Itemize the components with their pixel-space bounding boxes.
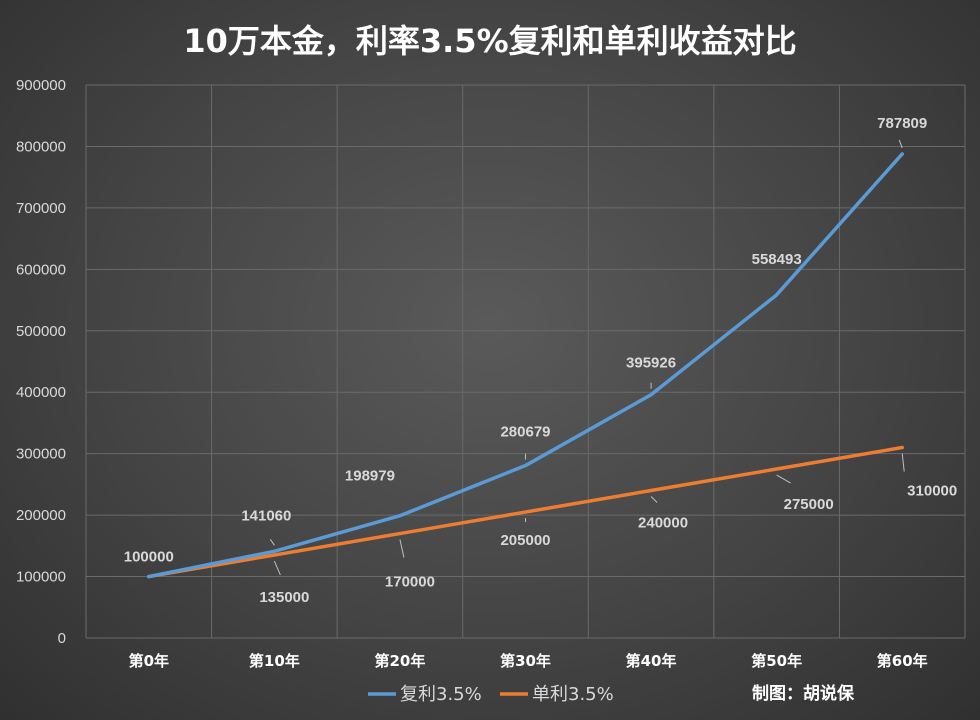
data-label: 135000 [259, 589, 309, 606]
y-tick-label: 400000 [16, 384, 66, 401]
x-tick-label: 第60年 [877, 652, 928, 670]
data-label: 395926 [626, 355, 676, 372]
y-axis-ticks: 0 100000 200000 300000 400000 500000 600000 700… [16, 77, 66, 647]
data-label: 205000 [500, 532, 550, 549]
y-tick-label: 600000 [16, 261, 66, 278]
data-label: 141060 [241, 507, 291, 524]
credit-text: 制图：胡说保 [752, 683, 855, 704]
series-line-1 [147, 445, 904, 579]
x-tick-label: 第0年 [129, 652, 169, 670]
x-tick-label: 第30年 [500, 652, 551, 670]
x-tick-label: 第40年 [626, 652, 677, 670]
y-tick-label: 900000 [16, 77, 66, 94]
data-label: 100000 [124, 549, 174, 566]
x-tick-label: 第10年 [249, 652, 300, 670]
legend-label: 单利3.5% [532, 684, 614, 705]
data-label: 310000 [907, 483, 957, 500]
label-leader-line [898, 139, 903, 149]
data-label: 787809 [877, 115, 927, 132]
data-label: 275000 [784, 496, 834, 513]
y-tick-label: 200000 [16, 507, 66, 524]
x-tick-label: 第20年 [374, 652, 425, 670]
label-leader-line [399, 539, 405, 558]
y-tick-label: 700000 [16, 200, 66, 217]
data-labels: 100000 141060 198979 280679 395926 558493 7878… [124, 115, 957, 606]
data-label: 240000 [638, 515, 688, 532]
series-line-0 [147, 152, 904, 579]
label-leader-line [273, 560, 281, 576]
grid-lines [85, 84, 966, 639]
y-tick-label: 800000 [16, 138, 66, 155]
data-label: 198979 [345, 468, 395, 485]
chart-title: 10万本金，利率3.5%复利和单利收益对比 [183, 22, 796, 60]
y-tick-label: 0 [58, 630, 66, 647]
y-tick-label: 500000 [16, 323, 66, 340]
data-label: 170000 [385, 574, 435, 591]
legend: 复利3.5% 单利3.5% [368, 684, 614, 705]
x-axis-ticks: 第0年 第10年 第20年 第30年 第40年 第50年 第60年 [129, 652, 928, 670]
data-label: 558493 [752, 251, 802, 268]
label-leader-line [269, 539, 275, 546]
x-tick-label: 第50年 [751, 652, 802, 670]
label-leader-line [776, 474, 791, 484]
data-label: 280679 [500, 424, 550, 441]
legend-label: 复利3.5% [400, 684, 482, 705]
label-leader-line [650, 496, 658, 503]
y-tick-label: 300000 [16, 446, 66, 463]
series-lines [147, 152, 904, 579]
label-leader-line [901, 453, 905, 472]
y-tick-label: 100000 [16, 569, 66, 586]
